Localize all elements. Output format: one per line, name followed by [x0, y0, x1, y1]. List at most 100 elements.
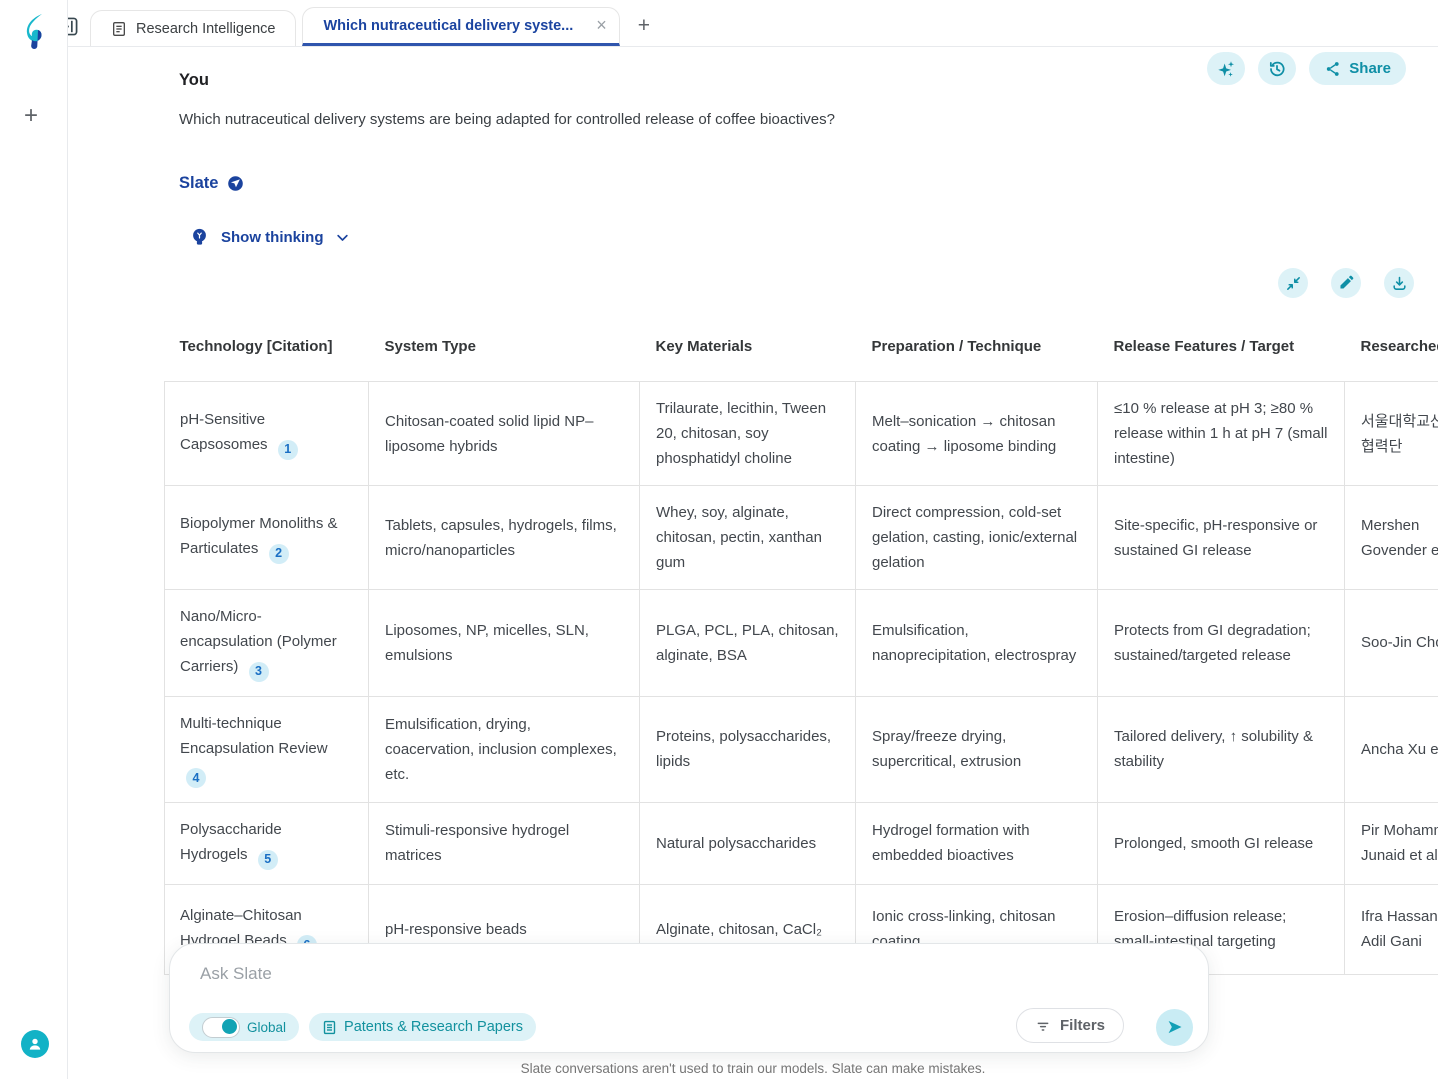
table-body: pH-Sensitive Capsosomes 1 Chitosan-coated… [164, 381, 1438, 975]
citation-badge[interactable]: 4 [186, 768, 206, 788]
collapse-icon [1286, 276, 1300, 290]
show-thinking-toggle[interactable]: Show thinking [189, 227, 1418, 248]
chevron-down-icon [336, 234, 348, 241]
document-icon [113, 21, 125, 36]
collapse-button[interactable] [1278, 268, 1308, 298]
filters-button[interactable]: Filters [1015, 1008, 1124, 1043]
send-button[interactable]: ➤ [1156, 1009, 1193, 1046]
disclaimer-text: Slate conversations aren't used to train… [520, 1061, 986, 1076]
table-toolbar [164, 268, 1414, 298]
researched-by-cell: Soo-Jin Choi [1344, 589, 1438, 697]
release-features-cell: Protects from GI degradation; sustained/… [1097, 589, 1345, 697]
key-materials-cell: Whey, soy, alginate, chitosan, pectin, x… [639, 485, 856, 590]
filters-label: Filters [1059, 1017, 1105, 1034]
global-toggle-chip[interactable]: Global [189, 1013, 300, 1041]
system-type-cell: Emulsification, drying, coacervation, in… [368, 695, 640, 803]
person-icon [29, 1038, 41, 1050]
source-chip-label: Patents & Research Papers [344, 1019, 523, 1035]
system-type-cell: Stimuli-responsive hydrogel matrices [368, 802, 640, 885]
system-type-cell: Liposomes, NP, micelles, SLN, emulsions [368, 589, 640, 697]
bulb-icon [193, 228, 206, 245]
slate-logo-icon [26, 14, 42, 49]
table-row: Polysaccharide Hydrogels 5 Stimuli-respon… [164, 802, 1438, 885]
column-header: Key Materials [639, 314, 856, 382]
citation-badge[interactable]: 2 [268, 543, 289, 564]
results-table: Technology [Citation] System Type Key Mate… [164, 314, 1438, 975]
researched-by-cell: Ancha Xu et al. [1344, 695, 1438, 803]
tab-research-intelligence[interactable]: Research Intelligence [90, 10, 297, 46]
main-area: Research Intelligence Which nutraceutica… [59, 0, 1438, 1079]
column-header: System Type [368, 314, 640, 382]
table-row: Nano/Micro-encapsulation (Polymer Carrie… [164, 589, 1438, 697]
toggle-knob [222, 1019, 237, 1034]
filter-icon [1037, 1022, 1049, 1031]
key-materials-cell: PLGA, PCL, PLA, chitosan, alginate, BSA [639, 589, 856, 697]
global-label: Global [247, 1019, 287, 1035]
close-tab-icon[interactable]: × [596, 15, 607, 35]
table-row: Biopolymer Monoliths & Particulates 2 Tab… [164, 485, 1438, 590]
column-header: Technology [Citation] [164, 314, 369, 382]
assistant-header: Slate [179, 174, 1418, 193]
researched-by-cell: Ifra Hassan, Adil Gani [1344, 883, 1438, 975]
key-materials-cell: Natural polysaccharides [639, 802, 856, 885]
slate-globe-icon [228, 176, 244, 191]
system-type-cell: Tablets, capsules, hydrogels, films, mic… [368, 485, 640, 590]
citation-badge[interactable]: 5 [257, 849, 278, 870]
send-icon: ➤ [1166, 1017, 1183, 1038]
sparkle-button[interactable] [1207, 52, 1246, 85]
column-header: Preparation / Technique [855, 314, 1098, 382]
system-type-cell: Chitosan-coated solid lipid NP–liposome … [368, 381, 640, 486]
share-label: Share [1349, 60, 1391, 77]
table-row: pH-Sensitive Capsosomes 1 Chitosan-coated… [164, 381, 1438, 486]
preparation-cell: Hydrogel formation with embedded bioacti… [855, 802, 1098, 885]
researched-by-cell: Mershen Govender et al. [1344, 485, 1438, 590]
composer: Global Patents & Research Papers Filters… [169, 943, 1209, 1053]
researched-by-cell: 서울대학교산학협력단 [1344, 381, 1438, 486]
technology-cell: pH-Sensitive Capsosomes 1 [164, 381, 369, 486]
technology-cell: Multi-technique Encapsulation Review 4 [164, 695, 369, 803]
release-features-cell: Prolonged, smooth GI release [1097, 802, 1345, 885]
table-header-row: Technology [Citation] System Type Key Mate… [164, 314, 1438, 382]
tab-label: Research Intelligence [136, 20, 276, 37]
release-features-cell: Tailored delivery, ↑ solubility & stabil… [1097, 695, 1345, 803]
share-icon [1327, 61, 1339, 76]
table-row: Multi-technique Encapsulation Review 4 Em… [164, 695, 1438, 803]
share-button[interactable]: Share [1309, 52, 1406, 85]
tab-current-question[interactable]: Which nutraceutical delivery syste... × [302, 7, 620, 46]
ask-input[interactable] [200, 964, 1100, 984]
assistant-label: Slate [179, 174, 219, 192]
header-actions: Share [1207, 52, 1406, 85]
new-item-button[interactable]: + [24, 102, 39, 129]
column-header: Researched By [1344, 314, 1438, 382]
preparation-cell: Emulsification, nanoprecipitation, elect… [855, 589, 1098, 697]
citation-badge[interactable]: 1 [277, 439, 298, 460]
edit-button[interactable] [1331, 268, 1361, 298]
preparation-cell: Spray/freeze drying, supercritical, extr… [855, 695, 1098, 803]
download-button[interactable] [1384, 268, 1414, 298]
user-label: You [179, 71, 209, 89]
document-icon [323, 1020, 336, 1034]
key-materials-cell: Trilaurate, lecithin, Tween 20, chitosan… [639, 381, 856, 486]
download-icon [1392, 276, 1406, 290]
source-chip[interactable]: Patents & Research Papers [309, 1013, 536, 1041]
preparation-cell: Melt–sonication → chitosan coating → lip… [855, 381, 1098, 486]
release-features-cell: Site-specific, pH-responsive or sustaine… [1097, 485, 1345, 590]
pencil-icon [1340, 275, 1354, 289]
user-avatar[interactable] [21, 1030, 49, 1058]
column-header: Release Features / Target [1097, 314, 1345, 382]
conversation: You Which nutraceutical delivery systems… [68, 71, 1438, 975]
user-question: Which nutraceutical delivery systems are… [179, 111, 835, 128]
new-tab-button[interactable]: + [637, 14, 651, 37]
release-features-cell: ≤10 % release at pH 3; ≥80 % release wit… [1097, 381, 1345, 486]
history-button[interactable] [1258, 52, 1297, 85]
key-materials-cell: Proteins, polysaccharides, lipids [639, 695, 856, 803]
tab-label: Which nutraceutical delivery syste... [323, 17, 574, 34]
history-icon [1270, 61, 1285, 76]
sparkle-icon [1218, 60, 1235, 77]
technology-cell: Polysaccharide Hydrogels 5 [164, 802, 369, 885]
global-toggle[interactable] [202, 1016, 240, 1038]
preparation-cell: Direct compression, cold-set gelation, c… [855, 485, 1098, 590]
composer-chips: Global Patents & Research Papers [189, 1013, 536, 1041]
citation-badge[interactable]: 3 [248, 661, 269, 682]
technology-cell: Nano/Micro-encapsulation (Polymer Carrie… [164, 589, 369, 697]
